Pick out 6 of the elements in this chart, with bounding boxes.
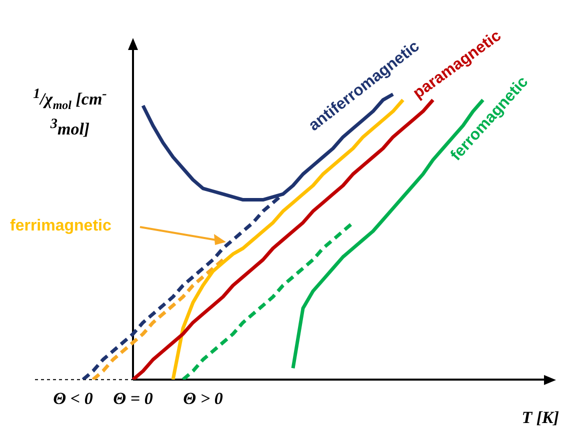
x-tick-label: Θ > 0 (183, 389, 224, 408)
text: ferrimagnetic (10, 217, 112, 234)
text: $^{1}$/χ$_{mol}$ [cm$^{-}$$^{3}$mol] (33, 86, 107, 140)
x-axis-title: T [K] (522, 408, 559, 428)
x-tick-label: Θ = 0 (113, 389, 154, 408)
x-tick-label: Θ < 0 (53, 389, 94, 408)
